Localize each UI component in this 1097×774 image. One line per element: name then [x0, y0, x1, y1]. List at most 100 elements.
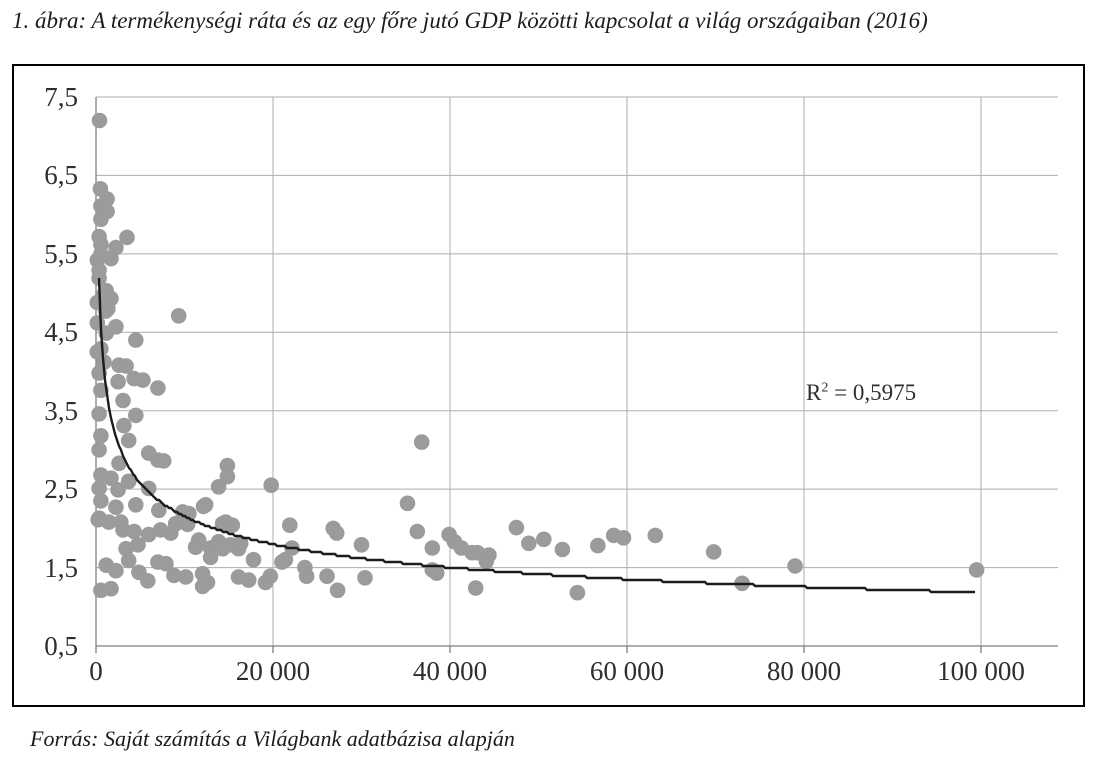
scatter-point — [521, 535, 537, 552]
scatter-point — [202, 549, 219, 566]
x-tick-label: 0 — [89, 656, 103, 686]
y-tick-label: 6,5 — [44, 160, 78, 191]
x-tick-label: 80 000 — [766, 656, 842, 686]
y-tick-label: 5,5 — [44, 238, 78, 269]
scatter-point — [194, 578, 211, 595]
scatter-point — [195, 498, 212, 515]
scatter-point — [214, 540, 231, 557]
scatter-point — [178, 569, 194, 585]
scatter-point — [135, 372, 151, 388]
scatter-point — [329, 582, 346, 599]
scatter-point — [93, 211, 109, 228]
trendline — [97, 277, 975, 594]
scatter-point — [319, 568, 335, 584]
scatter-point — [240, 572, 257, 588]
r-squared-base: R — [806, 380, 822, 405]
r-squared-sup: 2 — [821, 380, 829, 396]
scatter-point — [478, 553, 495, 570]
scatter-point — [91, 442, 107, 458]
scatter-point — [110, 373, 126, 390]
x-tick-label: 20 000 — [235, 656, 311, 686]
scatter-point — [569, 584, 586, 601]
scatter-point — [118, 540, 134, 557]
scatter-point — [787, 558, 803, 574]
scatter-point — [126, 523, 142, 540]
scatter-point — [119, 229, 135, 246]
x-tick-label: 40 000 — [412, 656, 488, 686]
scatter-point — [120, 473, 137, 490]
scatter-point — [187, 539, 204, 555]
scatter-point — [111, 455, 127, 472]
scatter-point — [155, 453, 172, 469]
y-tick-label: 7,5 — [44, 82, 78, 112]
x-tick-label: 60 000 — [589, 656, 665, 686]
scatter-point — [219, 468, 236, 485]
r-squared-value: = 0,5975 — [828, 380, 917, 405]
scatter-point — [263, 477, 279, 494]
scatter-point — [115, 392, 131, 409]
scatter-point — [210, 479, 227, 495]
y-tick-label: 1,5 — [44, 552, 78, 583]
scatter-point — [103, 470, 119, 487]
scatter-point — [467, 580, 484, 596]
figure-caption: 1. ábra: A termékenységi ráta és az egy … — [12, 8, 928, 33]
scatter-point — [357, 570, 373, 586]
scatter-point — [101, 514, 117, 530]
scatter-point — [128, 497, 144, 513]
source-note: Forrás: Saját számítás a Világbank adatb… — [30, 726, 515, 751]
scatter-point — [97, 303, 114, 319]
scatter-point — [93, 493, 109, 509]
scatter-point — [413, 434, 430, 450]
scatter-point — [282, 517, 298, 533]
scatter-point — [108, 499, 124, 515]
scatter-point — [615, 530, 632, 546]
scatter-point — [140, 480, 157, 497]
scatter-point — [150, 380, 166, 396]
scatter-point — [140, 526, 157, 543]
scatter-point — [399, 495, 416, 512]
scatter-point — [103, 250, 119, 267]
scatter-point — [166, 567, 182, 584]
scatter-point — [219, 457, 236, 474]
scatter-point — [118, 358, 134, 374]
scatter-point — [647, 527, 664, 544]
scatter-point — [108, 562, 124, 579]
scatter-point — [91, 112, 108, 129]
scatter-point — [277, 551, 294, 568]
scatter-point — [167, 515, 184, 532]
scatter-point — [590, 537, 606, 554]
scatter-point — [409, 523, 426, 540]
y-tick-label: 2,5 — [44, 474, 78, 505]
scatter-point — [120, 552, 137, 569]
x-tick-label: 100 000 — [937, 656, 1025, 686]
scatter-point — [245, 551, 262, 568]
scatter-point — [968, 562, 985, 578]
scatter-point — [232, 535, 249, 552]
scatter-point — [262, 568, 279, 584]
scatter-point — [110, 482, 126, 498]
scatter-point — [428, 565, 445, 581]
scatter-point — [93, 428, 109, 444]
scatter-point — [130, 537, 146, 553]
scatter-point — [103, 580, 119, 597]
scatter-point — [170, 308, 187, 324]
scatter-point — [128, 407, 144, 424]
scatter-point — [328, 525, 345, 541]
scatter-point — [151, 502, 167, 519]
scatter-point — [705, 544, 722, 560]
y-tick-label: 0,5 — [44, 631, 78, 661]
scatter-point — [140, 573, 156, 589]
scatter-point — [116, 417, 132, 434]
scatter-point — [120, 432, 137, 449]
scatter-point — [158, 555, 174, 572]
scatter-point — [554, 541, 571, 558]
chart-frame: 0,5 1,5 2,5 3,5 4,5 5,5 6,5 7,5 0 20 000 40 000 60… — [12, 64, 1085, 707]
scatter-point — [91, 406, 107, 422]
scatter-point — [508, 519, 525, 536]
scatter-point — [353, 537, 370, 553]
scatter-point — [536, 531, 552, 548]
scatter-plot — [89, 96, 1058, 653]
y-tick-label: 3,5 — [44, 395, 78, 426]
scatter-point — [224, 517, 241, 533]
